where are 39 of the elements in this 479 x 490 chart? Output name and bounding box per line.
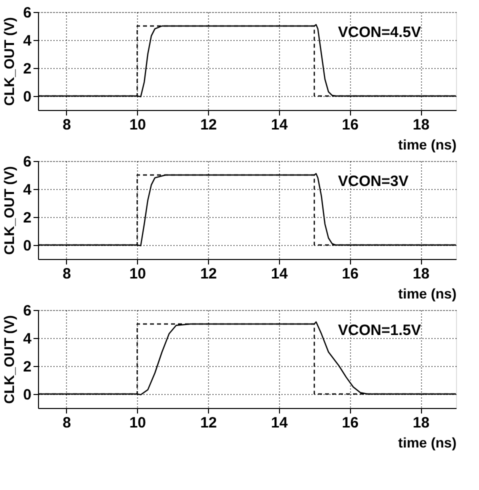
x-tick-label: 8 [62, 414, 72, 432]
y-tick-label: 6 [23, 302, 32, 320]
x-tick-label: 14 [271, 116, 288, 134]
x-tick-label: 16 [342, 116, 359, 134]
y-tick-label: 0 [23, 386, 32, 404]
x-axis-title: time (ns) [398, 136, 456, 152]
annotation: VCON=1.5V [338, 322, 421, 339]
y-axis-title: CLK_OUT (V) [1, 17, 18, 106]
annotation: VCON=3V [338, 173, 408, 190]
x-tick-label: 12 [200, 266, 217, 282]
y-tick-label: 4 [23, 32, 32, 50]
y-tick-label: 0 [23, 238, 32, 254]
y-axis-title: CLK_OUT (V) [1, 315, 18, 404]
x-axis-title: time (ns) [398, 434, 456, 450]
x-tick-label: 16 [342, 266, 359, 282]
y-tick-label: 4 [23, 330, 32, 348]
y-tick-label: 6 [23, 154, 32, 170]
x-tick-label: 8 [62, 266, 72, 282]
x-axis-title: time (ns) [398, 286, 456, 302]
x-tick-label: 14 [271, 414, 288, 432]
y-tick-label: 0 [23, 88, 32, 106]
x-tick-label: 10 [129, 414, 146, 432]
x-tick-label: 18 [412, 414, 430, 432]
x-tick-label: 12 [200, 116, 217, 134]
x-tick-label: 10 [129, 266, 146, 282]
x-tick-label: 12 [200, 414, 217, 432]
y-tick-label: 2 [23, 60, 32, 78]
x-tick-label: 10 [129, 116, 146, 134]
y-tick-label: 4 [23, 182, 32, 198]
x-tick-label: 16 [342, 414, 359, 432]
x-tick-label: 18 [412, 266, 430, 282]
y-axis-title: CLK_OUT (V) [1, 166, 18, 255]
y-tick-label: 6 [23, 4, 32, 22]
x-tick-label: 18 [412, 116, 430, 134]
x-tick-label: 14 [271, 266, 288, 282]
y-tick-label: 2 [23, 358, 32, 376]
x-tick-label: 8 [62, 116, 72, 134]
annotation: VCON=4.5V [338, 24, 421, 41]
y-tick-label: 2 [23, 210, 32, 226]
